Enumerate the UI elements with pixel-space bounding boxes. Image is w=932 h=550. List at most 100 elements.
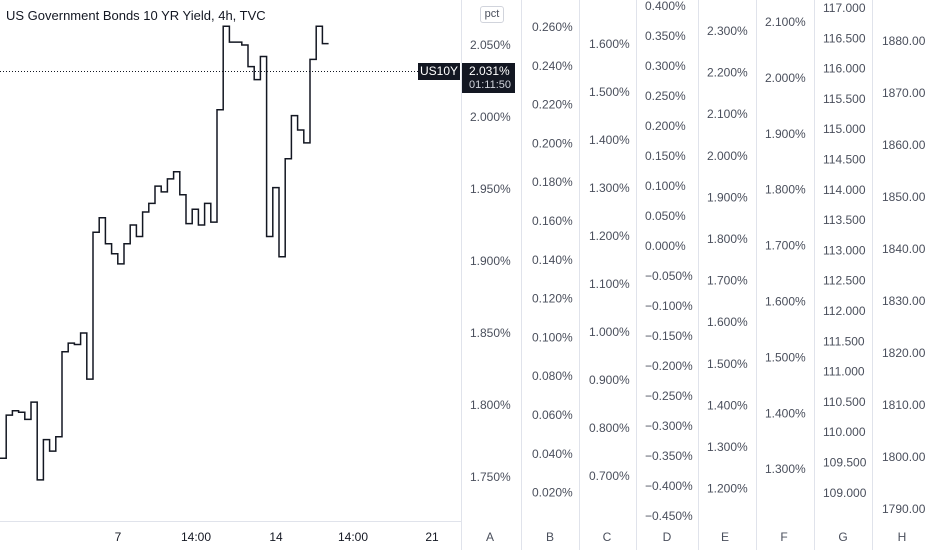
scale-g-tick: 110.500 <box>823 395 866 409</box>
time-axis[interactable]: 7 14:00 14 14:00 21 <box>115 530 439 544</box>
scale-d-tick: 0.400% <box>645 0 686 13</box>
scale-g-tick: 114.000 <box>823 183 866 197</box>
scale-b-tick: 0.220% <box>532 98 573 112</box>
scale-letter-d[interactable]: D <box>662 530 672 544</box>
scale-letter-a[interactable]: A <box>485 530 494 544</box>
symbol-badge[interactable]: US10Y <box>418 63 460 80</box>
scale-d-tick: 0.000% <box>645 239 686 253</box>
time-tick-label: 21 <box>425 530 439 544</box>
scale-f-tick: 2.100% <box>765 15 806 29</box>
scale-b-tick: 0.260% <box>532 20 573 34</box>
scale-c-tick: 1.000% <box>589 325 630 339</box>
time-tick-label: 14 <box>269 530 283 544</box>
scale-b-tick: 0.120% <box>532 292 573 306</box>
scale-b-tick: 0.060% <box>532 408 573 422</box>
bar-countdown: 01:11:50 <box>469 79 512 91</box>
scale-g-tick: 116.500 <box>823 31 866 45</box>
scale-dividers <box>0 0 873 550</box>
last-price-value: 2.031% <box>469 64 510 78</box>
scale-g-tick: 111.500 <box>823 334 865 348</box>
scale-f-tick: 1.600% <box>765 295 806 309</box>
scale-b-tick: 0.100% <box>532 330 573 344</box>
scale-e-tick: 2.100% <box>707 107 748 121</box>
time-tick-label: 14:00 <box>181 530 211 544</box>
scale-d-tick: 0.100% <box>645 179 686 193</box>
scale-a-tick: 2.050% <box>470 38 511 52</box>
scale-e-tick: 1.700% <box>707 274 748 288</box>
scale-d-tick: −0.350% <box>645 449 693 463</box>
scale-b-tick: 0.200% <box>532 136 573 150</box>
scale-e-tick: 2.000% <box>707 149 748 163</box>
price-scales[interactable]: 2.050% 2.000% 1.950% 1.900% 1.850% 1.800% 1.75… <box>470 0 926 523</box>
scale-g-tick: 114.500 <box>823 153 866 167</box>
scale-e-tick: 1.400% <box>707 398 748 412</box>
scale-c-tick: 1.500% <box>589 85 630 99</box>
scale-h-tick: 1880.00 <box>882 34 926 48</box>
scale-e-tick: 1.900% <box>707 190 748 204</box>
scale-f-tick: 2.000% <box>765 71 806 85</box>
scale-f-tick: 1.700% <box>765 239 806 253</box>
scale-f-tick: 1.400% <box>765 406 806 420</box>
scale-letter-b[interactable]: B <box>545 530 554 544</box>
scale-d-tick: 0.300% <box>645 59 686 73</box>
scale-g-tick: 111.000 <box>823 365 865 379</box>
scale-h-tick: 1850.00 <box>882 190 926 204</box>
scale-c-tick: 1.400% <box>589 133 630 147</box>
scale-f-tick: 1.500% <box>765 350 806 364</box>
scale-f-tick: 1.800% <box>765 183 806 197</box>
scale-letter-f[interactable]: F <box>780 530 788 544</box>
scale-h-tick: 1860.00 <box>882 138 926 152</box>
scale-b-tick: 0.080% <box>532 369 573 383</box>
scale-b-tick: 0.180% <box>532 175 573 189</box>
scale-f-tick: 1.900% <box>765 127 806 141</box>
scale-h-tick: 1810.00 <box>882 398 926 412</box>
scale-h-tick: 1790.00 <box>882 502 926 516</box>
scale-a-tick: 1.850% <box>470 326 511 340</box>
scale-d-tick: −0.050% <box>645 269 693 283</box>
scale-g-tick: 109.500 <box>823 456 867 470</box>
scale-c-tick: 1.100% <box>589 277 630 291</box>
last-price-label: 2.031% 01:11:50 <box>462 63 515 93</box>
scale-letter-c[interactable]: C <box>602 530 612 544</box>
scale-b-tick: 0.020% <box>532 486 573 500</box>
scale-h-tick: 1840.00 <box>882 242 926 256</box>
scale-g-tick: 110.000 <box>823 425 866 439</box>
scale-d-tick: 0.250% <box>645 89 686 103</box>
scale-b-tick: 0.140% <box>532 253 573 267</box>
scale-c-tick: 1.300% <box>589 181 630 195</box>
scale-f-tick: 1.300% <box>765 462 806 476</box>
scale-g-tick: 117.000 <box>823 1 866 15</box>
scale-e-tick: 1.300% <box>707 440 748 454</box>
scale-a-tick: 2.000% <box>470 110 511 124</box>
scale-c-tick: 1.600% <box>589 37 630 51</box>
scale-e-tick: 1.800% <box>707 232 748 246</box>
scale-a-tick: 1.800% <box>470 398 511 412</box>
scale-h-tick: 1820.00 <box>882 346 926 360</box>
scale-e-tick: 1.600% <box>707 315 748 329</box>
chart-title: US Government Bonds 10 YR Yield, 4h, TVC <box>6 8 266 23</box>
scale-g-tick: 116.000 <box>823 62 866 76</box>
scale-e-tick: 2.300% <box>707 24 748 38</box>
scale-letter-g[interactable]: G <box>838 530 848 544</box>
scale-b-tick: 0.040% <box>532 447 573 461</box>
scale-d-tick: 0.350% <box>645 29 686 43</box>
scale-d-tick: 0.050% <box>645 209 686 223</box>
scale-g-tick: 113.500 <box>823 213 866 227</box>
scale-h-tick: 1870.00 <box>882 86 926 100</box>
scale-letter-h[interactable]: H <box>897 530 907 544</box>
time-tick-label: 7 <box>115 530 122 544</box>
scale-a-tick: 1.950% <box>470 182 511 196</box>
scale-d-tick: −0.300% <box>645 419 693 433</box>
scale-e-tick: 1.500% <box>707 357 748 371</box>
scale-h-tick: 1800.00 <box>882 450 926 464</box>
unit-button[interactable]: pct <box>480 6 504 23</box>
scale-g-tick: 115.500 <box>823 92 866 106</box>
scale-c-tick: 0.900% <box>589 373 630 387</box>
scale-b-tick: 0.240% <box>532 59 573 73</box>
scale-a-tick: 1.750% <box>470 470 511 484</box>
scale-letter-e[interactable]: E <box>720 530 729 544</box>
scale-d-tick: −0.250% <box>645 389 693 403</box>
scale-d-tick: −0.100% <box>645 299 693 313</box>
scale-g-tick: 115.000 <box>823 122 866 136</box>
